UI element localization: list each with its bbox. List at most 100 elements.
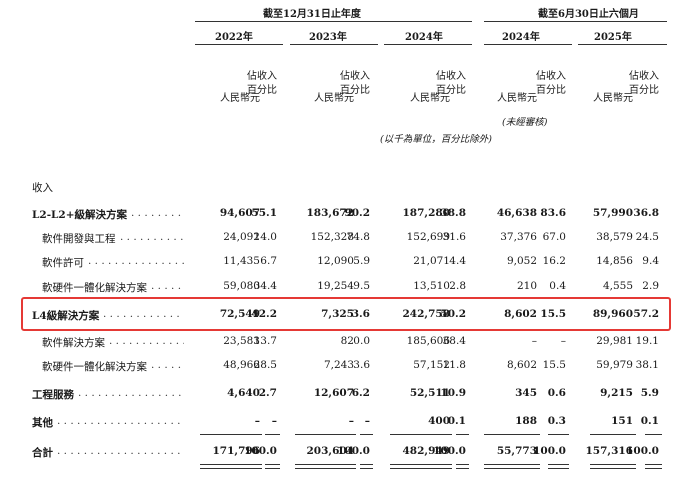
total-double-rule: [484, 464, 540, 469]
rmb-header: 人民幣元: [593, 93, 633, 104]
percent-cell: 6.7: [260, 255, 277, 267]
pct-of-revenue-header: 佔收入 百分比: [629, 70, 659, 98]
year-header-2023: 2023年: [309, 32, 347, 43]
year-rule-2023: [290, 44, 378, 45]
year-rule-2024-h1: [484, 44, 572, 45]
total-rule: [295, 434, 356, 435]
period-title-six-months: 截至6月30日止六個月: [538, 9, 639, 20]
amount-cell: 72,549: [219, 308, 260, 320]
percent-cell: 100.0: [337, 445, 370, 457]
pct-header-line2: 百分比: [340, 85, 370, 96]
leader-dots: . . . . . . . . . . . . . . . . . . . . …: [88, 255, 184, 267]
percent-cell: 4.4: [449, 255, 466, 267]
amount-cell: 59,080: [223, 280, 260, 292]
row-label: 軟硬件一體化解決方案: [42, 282, 147, 294]
amount-cell: 14,856: [596, 255, 633, 267]
total-double-rule: [548, 464, 569, 469]
amount-cell: 188: [515, 415, 537, 427]
highlight-box: [21, 297, 671, 331]
amount-cell: 171,796: [212, 445, 261, 457]
row-label: 軟硬件一體化解決方案: [42, 361, 147, 373]
pct-header-line1: 佔收入: [436, 71, 466, 82]
pct-header-line2: 百分比: [247, 85, 277, 96]
pct-of-revenue-header: 佔收入 百分比: [536, 70, 566, 98]
amount-cell: 48,966: [223, 359, 260, 371]
amount-cell: 37,376: [500, 231, 537, 243]
pct-of-revenue-header: 佔收入 百分比: [436, 70, 466, 98]
percent-cell: 38.4: [442, 335, 466, 347]
total-double-rule: [645, 464, 662, 469]
year-rule-2025-h1: [578, 44, 667, 45]
year-header-2022: 2022年: [215, 32, 253, 43]
amount-cell: 94,607: [219, 207, 260, 219]
percent-cell: 28.5: [253, 359, 277, 371]
leader-dots: . . . . . . . . . . . . . . . . . . . . …: [103, 308, 184, 320]
amount-cell: 13,510: [413, 280, 450, 292]
total-double-rule: [265, 464, 280, 469]
year-header-2025-h1: 2025年: [594, 32, 632, 43]
table-row: 軟件解決方案 23,583 13.7 82 0.0 185,606 38.4 – – 29,981…: [0, 333, 692, 351]
amount-cell: 7,243: [323, 359, 354, 371]
percent-cell: 38.1: [635, 359, 659, 371]
percent-cell: 0.3: [547, 415, 566, 427]
amount-cell: –: [348, 415, 354, 427]
percent-cell: 34.4: [253, 280, 277, 292]
amount-cell: 12,090: [317, 255, 354, 267]
amount-cell: 46,638: [496, 207, 537, 219]
amount-cell: 82: [340, 335, 354, 347]
pct-header-line2: 百分比: [629, 85, 659, 96]
total-rule: [590, 434, 636, 435]
pct-of-revenue-header: 佔收入 百分比: [340, 70, 370, 98]
row-label: L4級解決方案: [32, 310, 100, 322]
total-rule: [265, 434, 280, 435]
total-rule: [645, 434, 662, 435]
pct-header-line1: 佔收入: [247, 71, 277, 82]
amount-cell: 4,640: [227, 387, 260, 399]
percent-cell: –: [560, 335, 566, 347]
amount-cell: 7,325: [321, 308, 354, 320]
pct-header-line1: 佔收入: [536, 71, 566, 82]
percent-cell: 10.9: [440, 387, 466, 399]
year-header-2024: 2024年: [405, 32, 443, 43]
percent-cell: 55.1: [251, 207, 277, 219]
amount-cell: 482,949: [402, 445, 451, 457]
percent-cell: 0.1: [447, 415, 466, 427]
percent-cell: 13.7: [253, 335, 277, 347]
percent-cell: 0.4: [549, 280, 566, 292]
amount-cell: –: [531, 335, 537, 347]
percent-cell: 5.9: [353, 255, 370, 267]
percent-cell: 16.2: [542, 255, 566, 267]
rmb-header: 人民幣元: [314, 93, 354, 104]
percent-cell: 9.4: [642, 255, 659, 267]
amount-cell: 151: [611, 415, 633, 427]
percent-cell: 24.5: [635, 231, 659, 243]
pct-of-revenue-header: 佔收入 百分比: [247, 70, 277, 98]
year-header-2024-h1: 2024年: [502, 32, 540, 43]
year-rule-2024: [384, 44, 472, 45]
total-double-rule: [390, 464, 452, 469]
amount-cell: 55,773: [496, 445, 537, 457]
amount-cell: 21,071: [413, 255, 450, 267]
percent-cell: –: [271, 415, 277, 427]
percent-cell: 100.0: [626, 445, 659, 457]
percent-cell: 2.8: [449, 280, 466, 292]
rmb-header: 人民幣元: [220, 93, 260, 104]
table-row: 工程服務 4,640 2.7 12,607 6.2 52,511 10.9 345 0.6 9,2…: [0, 385, 692, 403]
total-rule: [484, 434, 540, 435]
percent-cell: 0.1: [640, 415, 659, 427]
amount-cell: 345: [515, 387, 537, 399]
percent-cell: 0.0: [353, 335, 370, 347]
percent-cell: 90.2: [344, 207, 370, 219]
percent-cell: –: [364, 415, 370, 427]
amount-cell: 152,699: [406, 231, 450, 243]
leader-dots: . . . . . . . . . . . . . . . . . . . . …: [57, 445, 184, 457]
percent-cell: 11.8: [442, 359, 466, 371]
table-row: 軟硬件一體化解決方案 48,966 28.5 7,243 3.6 57,152 11.8 8,…: [0, 357, 692, 375]
percent-cell: 19.1: [635, 335, 659, 347]
percent-cell: 74.8: [346, 231, 370, 243]
amount-cell: –: [254, 415, 260, 427]
row-label: 軟件開發與工程: [42, 233, 116, 245]
leader-dots: . . . . . . . . . . . . . . . . . . . . …: [151, 359, 184, 371]
table-row: 軟件開發與工程 24,092 14.0 152,328 74.8 152,699 31.6 3…: [0, 229, 692, 247]
amount-cell: 210: [516, 280, 537, 292]
